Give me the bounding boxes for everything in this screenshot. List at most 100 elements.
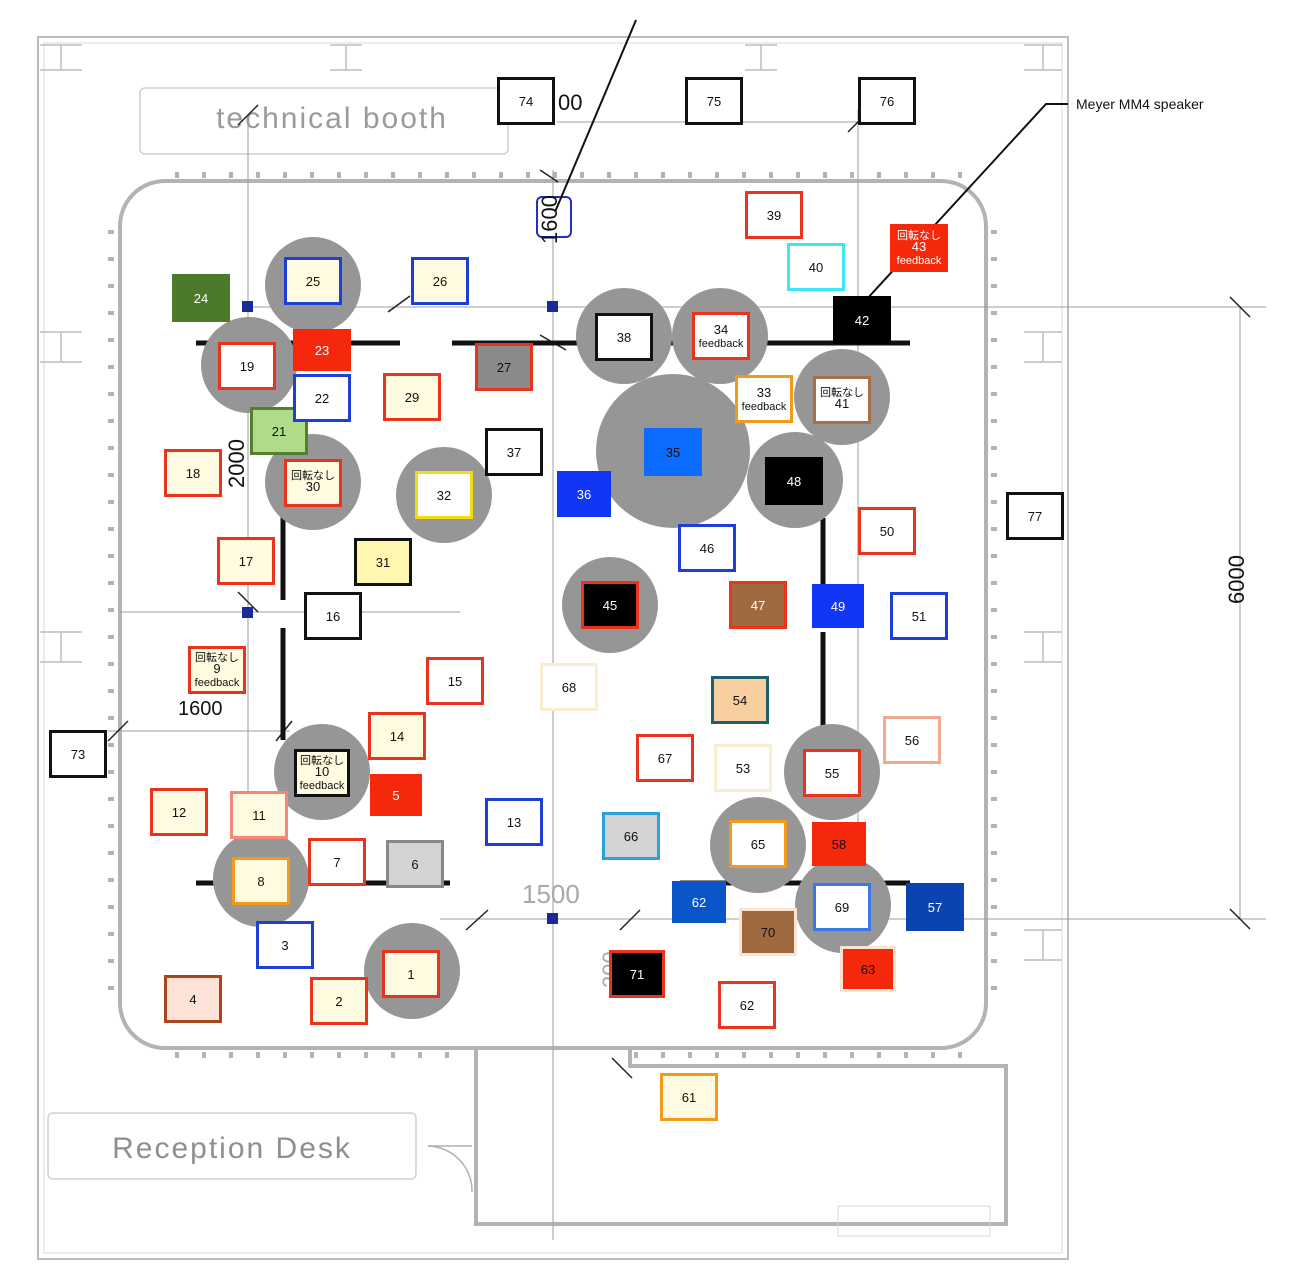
equipment-box-frame: [812, 822, 866, 866]
equipment-number: 50: [880, 524, 894, 539]
equipment-box: 38: [595, 313, 653, 361]
equipment-number: 47: [751, 598, 765, 613]
equipment-number: 58: [832, 837, 846, 852]
equipment-number: 26: [433, 274, 447, 289]
equipment-number: 55: [825, 766, 839, 781]
equipment-box-frame: [308, 838, 366, 886]
equipment-box-frame: [714, 744, 772, 792]
dimension-1600-left: 1600: [178, 698, 223, 720]
equipment-number: 33: [757, 385, 771, 400]
equipment-box: 11: [230, 791, 288, 839]
equipment-box-frame: [172, 274, 230, 322]
equipment-number: 25: [306, 274, 320, 289]
equipment-box-frame: [540, 663, 598, 711]
equipment-number: 48: [787, 474, 801, 489]
equipment-box-frame: [475, 343, 533, 391]
equipment-number: 46: [700, 541, 714, 556]
equipment-number: 6: [411, 857, 418, 872]
equipment-box: 57: [906, 883, 964, 931]
equipment-box-frame: [250, 407, 308, 455]
equipment-box: 71: [609, 950, 665, 998]
equipment-box: 73: [49, 730, 107, 778]
equipment-number: 56: [905, 733, 919, 748]
equipment-number: 3: [281, 938, 288, 953]
technical-booth-label: technical booth: [216, 102, 448, 135]
equipment-number: 13: [507, 815, 521, 830]
equipment-box: 54: [711, 676, 769, 724]
equipment-box: 19: [218, 342, 276, 390]
equipment-box: 23: [293, 329, 351, 371]
equipment-boxes: 123456789回転なしfeedback10回転なしfeedback11121…: [49, 77, 1064, 1121]
equipment-box-frame: [497, 77, 555, 125]
equipment-number: 76: [880, 94, 894, 109]
equipment-box-frame: [383, 373, 441, 421]
equipment-number: 5: [392, 788, 399, 803]
equipment-note-bottom: feedback: [300, 780, 345, 792]
equipment-box-frame: [840, 946, 896, 992]
equipment-box: 24: [172, 274, 230, 322]
equipment-box-frame: [745, 191, 803, 239]
equipment-box-frame: [833, 296, 891, 344]
equipment-box-frame: [284, 257, 342, 305]
dimension-1600-vertical: 1600: [537, 195, 562, 244]
equipment-box-frame: [735, 375, 793, 423]
equipment-number: 67: [658, 751, 672, 766]
equipment-box-frame: [150, 788, 208, 836]
equipment-box-frame: [692, 312, 750, 360]
equipment-box: 58: [812, 822, 866, 866]
equipment-box: 21: [250, 407, 308, 455]
equipment-box: 50: [858, 507, 916, 555]
equipment-box-frame: [609, 950, 665, 998]
equipment-box-frame: [729, 820, 787, 868]
equipment-box: 55: [803, 749, 861, 797]
equipment-box: 2: [310, 977, 368, 1025]
equipment-box: 31: [354, 538, 412, 586]
equipment-box-frame: [858, 77, 916, 125]
equipment-box-frame: [636, 734, 694, 782]
equipment-number: 11: [252, 808, 266, 823]
equipment-number: 51: [912, 609, 926, 624]
equipment-number: 70: [761, 925, 775, 940]
equipment-box-frame: [729, 581, 787, 629]
equipment-box-frame: [906, 883, 964, 931]
equipment-box-frame: [284, 459, 342, 507]
equipment-box-frame: [602, 812, 660, 860]
wall-fixtures: [108, 172, 997, 1058]
equipment-box-frame: [370, 774, 422, 816]
equipment-box: 47: [729, 581, 787, 629]
equipment-number: 35: [666, 445, 680, 460]
equipment-box: 77: [1006, 492, 1064, 540]
equipment-number: 8: [257, 874, 264, 889]
equipment-box-frame: [803, 749, 861, 797]
equipment-box: 25: [284, 257, 342, 305]
equipment-number: 74: [519, 94, 533, 109]
door-swing: [427, 1145, 473, 1193]
equipment-number: 2: [335, 994, 342, 1009]
equipment-number: 54: [733, 693, 747, 708]
equipment-box-frame: [382, 950, 440, 998]
equipment-number: 49: [831, 599, 845, 614]
equipment-box: 45: [581, 581, 639, 629]
equipment-box-frame: [660, 1073, 718, 1121]
equipment-note-top: 回転なし: [195, 651, 239, 664]
equipment-box-frame: [293, 329, 351, 371]
equipment-number: 21: [272, 424, 286, 439]
equipment-box-frame: [164, 975, 222, 1023]
dimension-00-top: 00: [558, 90, 582, 115]
equipment-box-frame: [1006, 492, 1064, 540]
equipment-box: 1: [382, 950, 440, 998]
equipment-box-frame: [711, 676, 769, 724]
equipment-box: 22: [293, 374, 351, 422]
fixture-points: [242, 301, 558, 924]
equipment-box-frame: [890, 224, 948, 272]
equipment-number: 16: [326, 609, 340, 624]
equipment-box: 4: [164, 975, 222, 1023]
equipment-box: 48: [765, 457, 823, 505]
equipment-box: 7: [308, 838, 366, 886]
equipment-box: 69: [813, 883, 871, 931]
equipment-box-frame: [678, 524, 736, 572]
